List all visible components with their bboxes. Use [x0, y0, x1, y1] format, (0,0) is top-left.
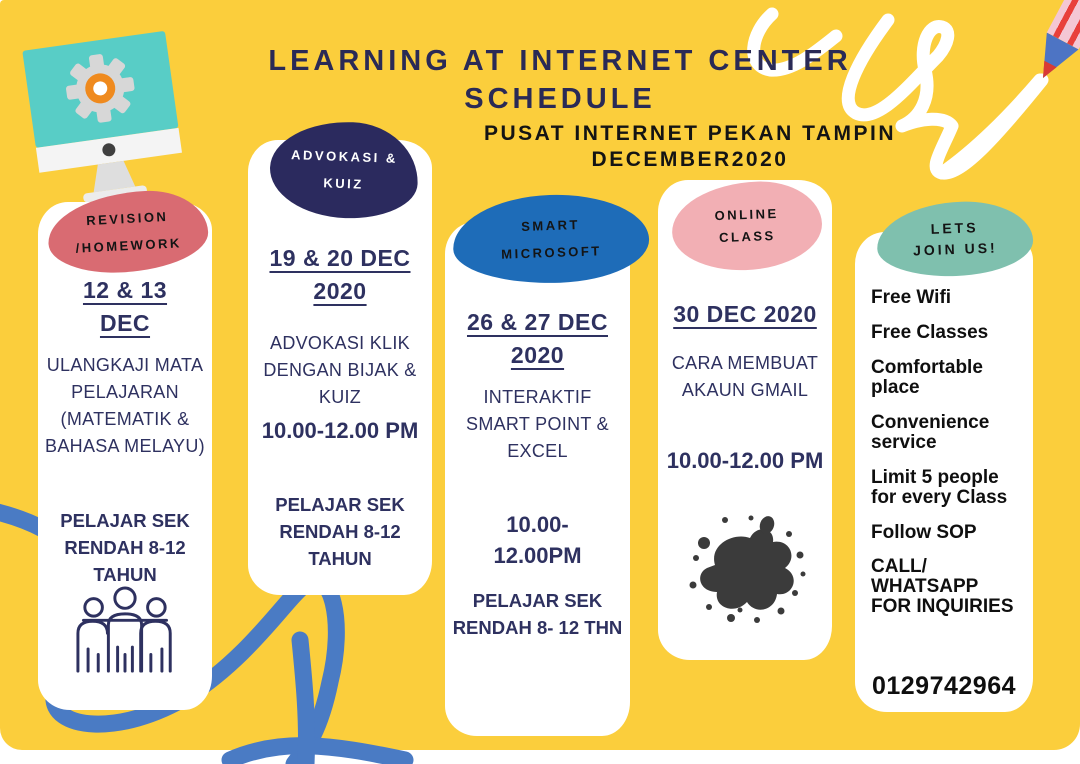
people-icon	[76, 586, 172, 673]
event-date: 30 DEC 2020	[673, 301, 817, 327]
event-time: 10.00-12.00 PM	[261, 418, 419, 443]
schedule-card-advokasi-kuiz: ADVOKASI & KUIZ 19 & 20 DEC 2020 ADVOKAS…	[248, 119, 432, 595]
event-audience: PELAJAR SEK RENDAH 8-12 TAHUN	[275, 494, 405, 569]
event-audience: PELAJAR SEK RENDAH 8- 12 THN	[452, 590, 623, 638]
badge-label: KUIZ	[323, 175, 364, 192]
schedule-card-revision-homework: REVISION /HOMEWORK 12 & 13 DEC ULANGKAJI…	[38, 187, 212, 710]
list-item: Limit 5 people for every Class	[871, 466, 1008, 508]
badge-label: CLASS	[718, 228, 776, 245]
online-class-badge: ONLINE CLASS	[670, 179, 824, 273]
badge-label: REVISION	[85, 208, 169, 228]
poster-title: LEARNING AT INTERNET CENTER SCHEDULE	[40, 42, 1080, 119]
list-item: Convenience service	[871, 411, 990, 453]
schedule-card-smart-microsoft: SMART MICROSOFT 26 & 27 DEC 2020 INTERAK…	[445, 191, 651, 736]
event-description: ULANGKAJI MATA PELAJARAN (MATEMATIK & BA…	[45, 355, 205, 456]
poster-subtitle: PUSAT INTERNET PEKAN TAMPIN DECEMBER2020	[320, 121, 1060, 172]
poster-title-line1: LEARNING AT INTERNET CENTER	[268, 45, 852, 77]
list-item: Comfortable place	[871, 356, 983, 398]
event-description: INTERAKTIF SMART POINT & EXCEL	[466, 387, 609, 461]
badge-label: SMART	[520, 216, 581, 234]
info-card-join-us: LETS JOIN US! Free Wifi Free Classes Com…	[855, 199, 1035, 712]
ink-splat-icon	[689, 515, 806, 623]
badge-label: /HOMEWORK	[75, 235, 183, 256]
poster-title-line2: SCHEDULE	[464, 83, 656, 116]
event-date: 12 & 13 DEC	[82, 277, 168, 337]
badge-label: LETS	[930, 219, 979, 237]
event-description: CARA MEMBUAT AKAUN GMAIL	[671, 353, 819, 400]
event-audience: PELAJAR SEK RENDAH 8-12 TAHUN	[60, 510, 190, 585]
list-item: Follow SOP	[871, 521, 977, 543]
poster-subtitle-line1: PUSAT INTERNET PEKAN TAMPIN	[483, 122, 897, 145]
benefits-list: Free Wifi Free Classes Comfortable place…	[871, 288, 1021, 617]
badge-label: ADVOKASI &	[290, 146, 399, 166]
list-item: Free Classes	[871, 321, 989, 343]
list-item: CALL/ WHATSAPP FOR INQUIRIES	[871, 556, 1014, 618]
event-time: 10.00-12.00 PM	[666, 448, 824, 473]
list-item: Free Wifi	[871, 287, 952, 308]
phone-number: 0129742964	[871, 672, 1017, 700]
event-time: 10.00-12.00PM	[493, 512, 582, 568]
poster-subtitle-line2: DECEMBER2020	[591, 147, 789, 171]
event-description: ADVOKASI KLIK DENGAN BIJAK & KUIZ	[263, 333, 417, 407]
event-date: 26 & 27 DEC 2020	[466, 309, 608, 369]
schedule-card-online-class: ONLINE CLASS 30 DEC 2020 CARA MEMBUAT AK…	[658, 179, 832, 660]
badge-label: JOIN US!	[912, 239, 998, 259]
event-date: 19 & 20 DEC 2020	[269, 245, 411, 305]
revision-homework-badge: REVISION /HOMEWORK	[46, 187, 210, 277]
badge-label: ONLINE	[714, 205, 779, 224]
badge-label: MICROSOFT	[500, 243, 602, 262]
